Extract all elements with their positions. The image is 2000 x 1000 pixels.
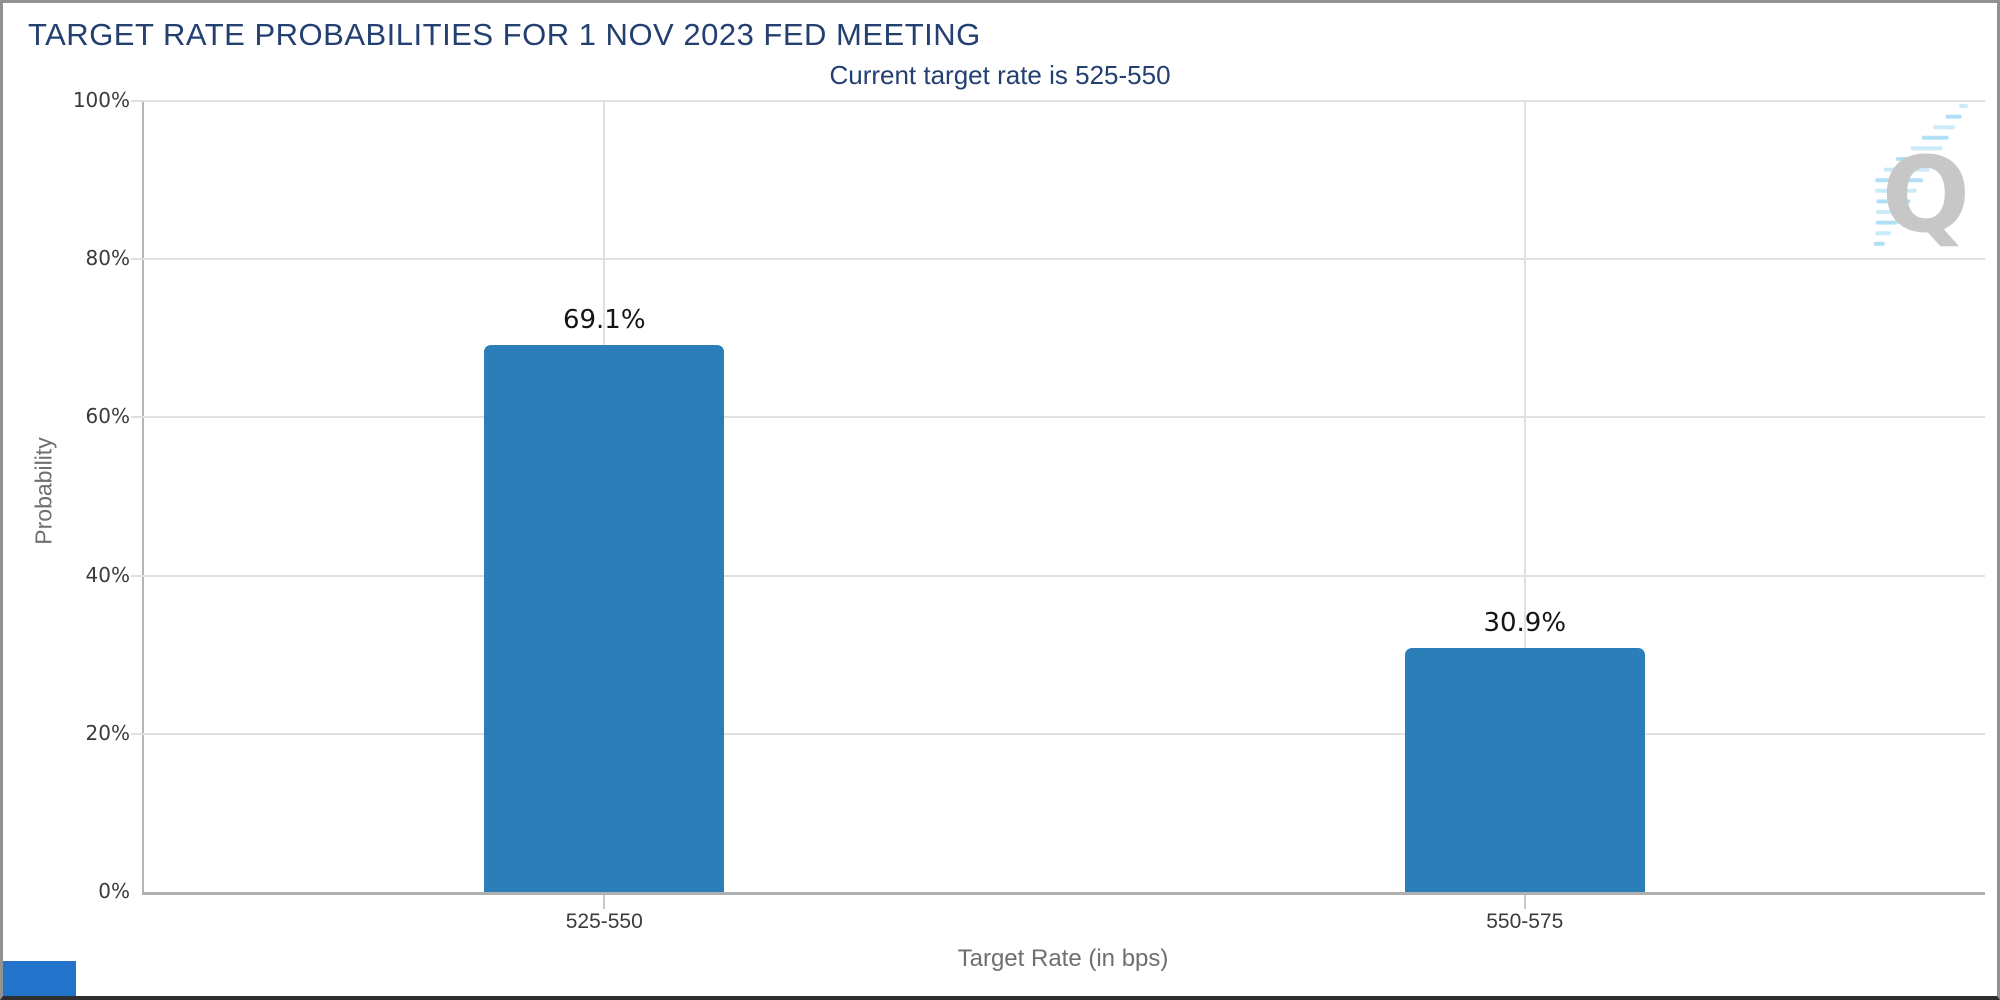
svg-text:Q: Q	[1882, 134, 1970, 256]
bar-value-label: 69.1%	[562, 305, 646, 336]
bar-525-550[interactable]	[484, 345, 725, 892]
h-gridline	[131, 100, 1985, 102]
chart-title: TARGET RATE PROBABILITIES FOR 1 NOV 2023…	[28, 17, 981, 52]
y-tick-label: 20%	[85, 720, 130, 745]
v-gridline	[1523, 101, 1526, 892]
x-axis-title: Target Rate (in bps)	[957, 945, 1169, 972]
h-gridline	[131, 258, 1985, 261]
plot-area: 69.1% 525-550 30.9% 550-575	[131, 100, 1985, 933]
quikstrike-logo-watermark-icon: Q	[1873, 104, 1970, 256]
h-gridline	[131, 732, 1985, 735]
y-tick-label: 80%	[85, 246, 130, 271]
x-tick-label: 525-550	[565, 910, 643, 933]
y-tick-label: 0%	[98, 879, 130, 903]
y-tick-label: 100%	[72, 88, 130, 112]
h-gridline	[131, 416, 1985, 419]
x-tick-label: 550-575	[1486, 910, 1564, 933]
h-gridline	[131, 574, 1985, 577]
corner-blue-box	[3, 961, 76, 996]
bar-value-label: 30.9%	[1483, 607, 1567, 638]
x-tick-mark	[603, 895, 606, 909]
x-tick-mark	[1523, 895, 1526, 909]
bar-550-575[interactable]	[1404, 647, 1645, 892]
y-tick-label: 40%	[85, 562, 130, 587]
y-tick-label: 60%	[85, 404, 130, 429]
y-axis-title: Probability	[30, 437, 57, 545]
chart-subtitle: Current target rate is 525-550	[829, 60, 1171, 90]
